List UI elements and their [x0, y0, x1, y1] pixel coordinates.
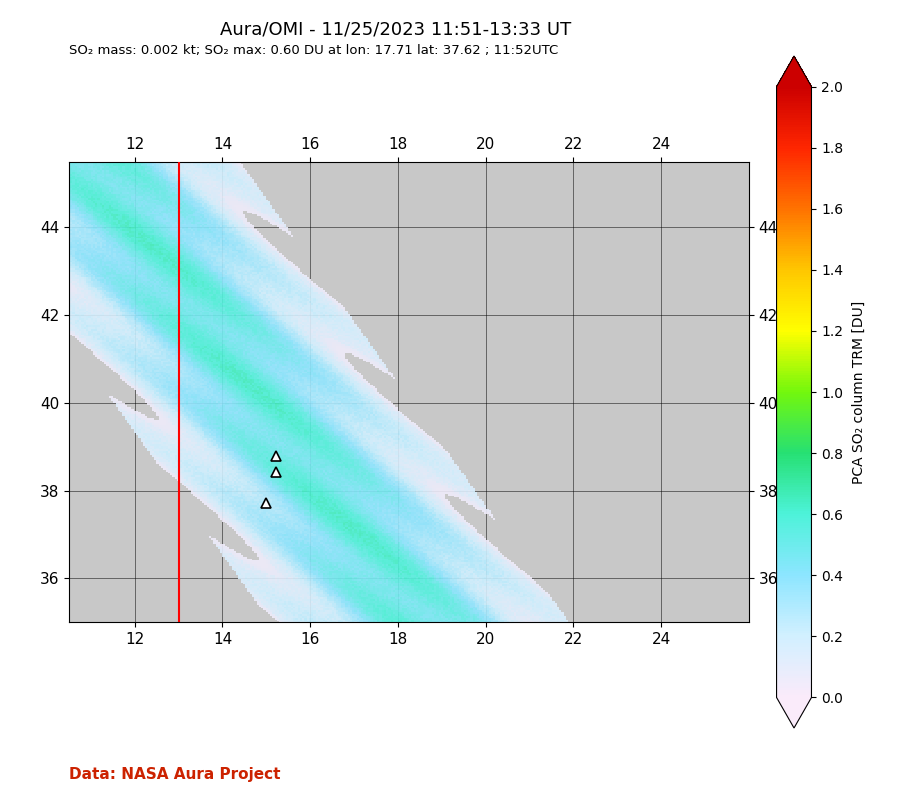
Text: Data: NASA Aura Project: Data: NASA Aura Project [69, 767, 280, 782]
Text: Aura/OMI - 11/25/2023 11:51-13:33 UT: Aura/OMI - 11/25/2023 11:51-13:33 UT [220, 20, 571, 38]
Y-axis label: PCA SO₂ column TRM [DU]: PCA SO₂ column TRM [DU] [852, 300, 866, 484]
Text: SO₂ mass: 0.002 kt; SO₂ max: 0.60 DU at lon: 17.71 lat: 37.62 ; 11:52UTC: SO₂ mass: 0.002 kt; SO₂ max: 0.60 DU at … [69, 44, 558, 57]
PathPatch shape [777, 698, 811, 728]
PathPatch shape [777, 56, 811, 86]
